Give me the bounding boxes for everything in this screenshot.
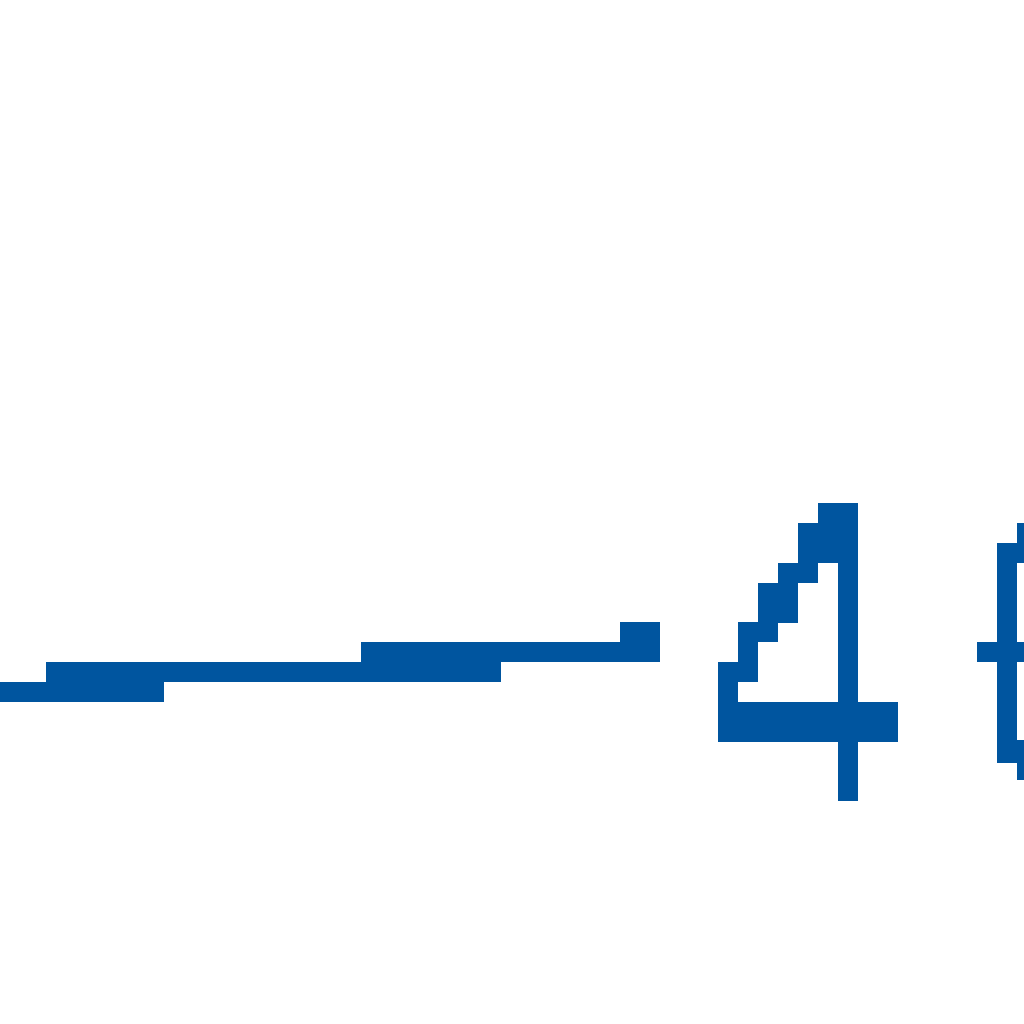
pixel-block <box>778 563 818 583</box>
pixel-block <box>997 563 1017 763</box>
pixel-block <box>620 622 660 642</box>
pixel-digit-four <box>718 503 898 801</box>
pixel-block <box>738 622 778 642</box>
pixel-block <box>838 563 858 702</box>
pixel-block <box>1017 760 1024 780</box>
pixel-block <box>798 523 858 563</box>
pixel-block <box>0 682 164 702</box>
pixel-block <box>997 543 1024 563</box>
pixel-block <box>361 642 660 662</box>
pixel-block <box>758 583 798 623</box>
pixel-block <box>1017 523 1024 543</box>
pixel-block <box>738 642 758 662</box>
pixel-glyph-partial <box>977 523 1024 780</box>
pixel-block <box>718 662 758 682</box>
pixel-block <box>718 682 738 702</box>
stepped-stroke <box>0 622 660 702</box>
pixel-block <box>718 702 898 742</box>
pixel-block <box>818 503 858 523</box>
pixel-block <box>46 662 501 682</box>
pixel-block <box>838 742 858 801</box>
pixel-block <box>997 740 1024 760</box>
